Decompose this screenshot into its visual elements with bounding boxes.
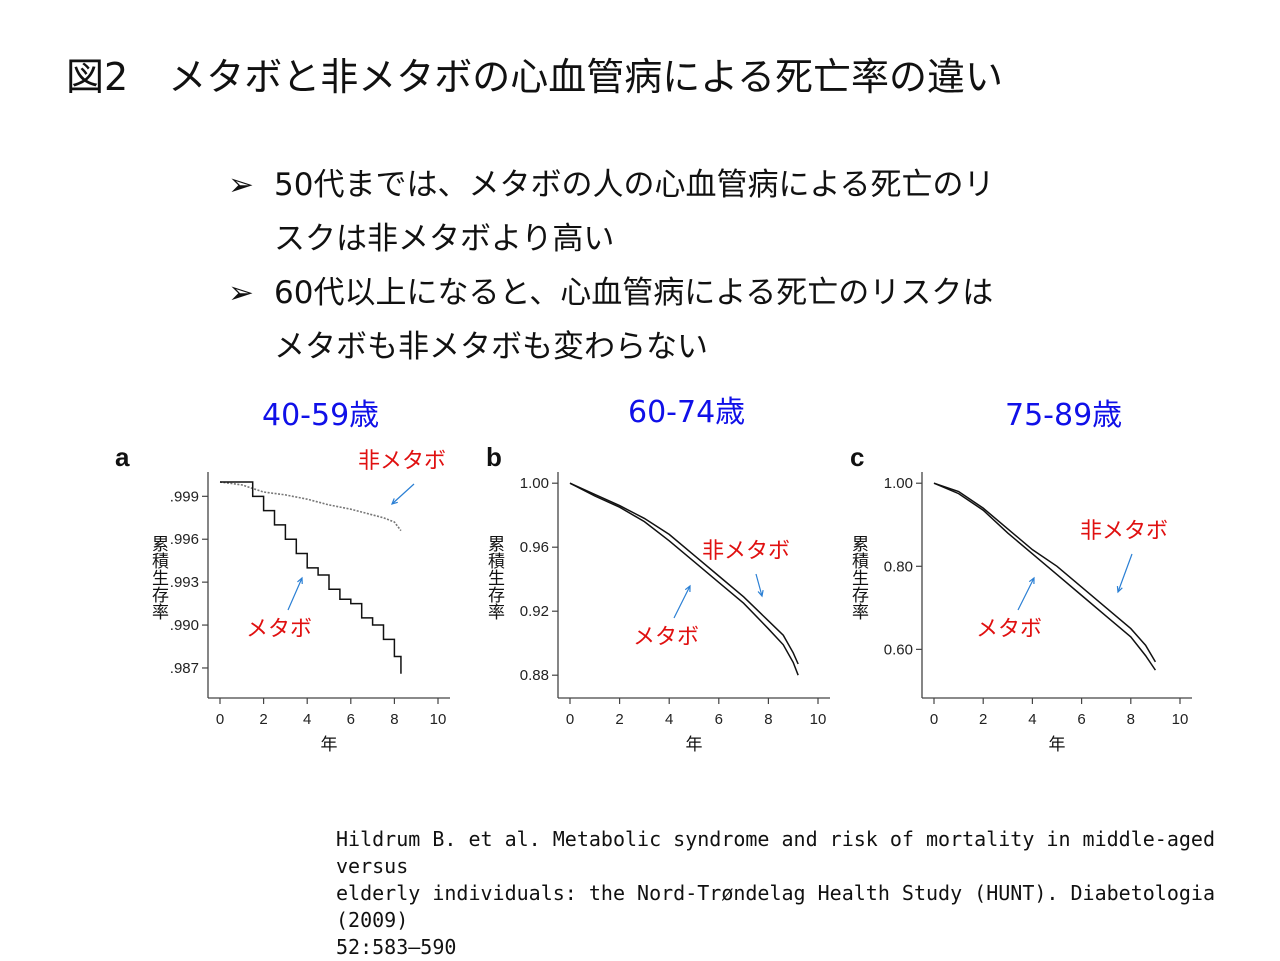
y-axis-label: 累積生存率	[848, 535, 869, 620]
bullet-item: ➢ 50代までは、メタボの人の心血管病による死亡のリ スクは非メタボより高い	[228, 158, 1128, 266]
y-tick-label: 0.60	[884, 641, 913, 658]
panel-letter: c	[850, 442, 864, 472]
x-tick-label: 0	[930, 711, 938, 728]
y-tick-label: .990	[170, 617, 199, 634]
y-tick-label: .987	[170, 660, 199, 677]
figure-number: 図2	[66, 55, 129, 99]
y-tick-label: 0.92	[520, 603, 549, 620]
panel-letter: a	[115, 442, 130, 472]
annotation-arrow	[1117, 553, 1133, 593]
x-tick-label: 2	[615, 711, 623, 728]
arrow-bullet-icon: ➢	[228, 275, 254, 311]
x-axis-label: 年	[321, 735, 338, 755]
x-tick-label: 0	[566, 711, 574, 728]
x-tick-label: 8	[764, 711, 772, 728]
slide-title: 図2 メタボと非メタボの心血管病による死亡率の違い	[66, 46, 1003, 101]
x-tick-label: 6	[715, 711, 723, 728]
x-axis-label: 年	[686, 735, 703, 755]
annotation-arrow	[755, 573, 763, 597]
bullet-item: ➢ 60代以上になると、心血管病による死亡のリスクは メタボも非メタボも変わらな…	[228, 266, 1128, 374]
reference-line: Hildrum B. et al. Metabolic syndrome and…	[336, 827, 1215, 878]
panel-letter: b	[486, 442, 502, 472]
series-line	[220, 481, 402, 674]
annotation-label: 非メタボ	[702, 539, 790, 564]
series-line	[933, 482, 1157, 671]
y-tick-label: .996	[170, 531, 199, 548]
title-text: メタボと非メタボの心血管病による死亡率の違い	[168, 55, 1004, 99]
annotation-arrow	[287, 577, 303, 611]
annotation-arrow	[1017, 577, 1035, 611]
x-tick-label: 10	[1172, 711, 1189, 728]
reference-citation: Hildrum B. et al. Metabolic syndrome and…	[336, 826, 1236, 961]
y-axis-label: 累積生存率	[148, 535, 169, 620]
age-group-label: 40-59歳	[262, 398, 380, 433]
annotation-arrow	[391, 483, 415, 505]
y-axis-label: 累積生存率	[484, 535, 505, 620]
reference-line: elderly individuals: the Nord-Trøndelag …	[336, 881, 1215, 932]
y-tick-label: .993	[170, 574, 199, 591]
bullet-line: スクは非メタボより高い	[274, 221, 615, 257]
annotation-label: 非メタボ	[1080, 519, 1168, 544]
chart-svg: a 0 2 4 6 8 10 .999 .996 .993 .990 .987 年 累積生存率 非メタボメタ…	[115, 442, 450, 755]
series-line	[933, 482, 1157, 663]
bullet-line: メタボも非メタボも変わらない	[274, 329, 708, 365]
y-tick-label: 1.00	[520, 475, 549, 492]
arrowhead-icon	[297, 576, 303, 585]
arrowhead-icon	[757, 589, 764, 598]
annotation-label: メタボ	[976, 617, 1042, 642]
chart-panel-a: a 0 2 4 6 8 10 .999 .996 .993 .990 .987 年 累積生存率 非メタボメタ…	[110, 440, 470, 764]
y-tick-label: .999	[170, 488, 199, 505]
x-tick-label: 8	[390, 711, 398, 728]
arrowhead-icon	[1028, 576, 1035, 585]
x-axis-label: 年	[1049, 735, 1066, 755]
bullet-line: 60代以上になると、心血管病による死亡のリスクは	[274, 275, 994, 311]
x-tick-label: 0	[216, 711, 224, 728]
series-line	[569, 482, 799, 676]
bullet-list: ➢ 50代までは、メタボの人の心血管病による死亡のリ スクは非メタボより高い ➢…	[228, 158, 1128, 374]
x-tick-label: 2	[979, 711, 987, 728]
x-tick-label: 4	[1028, 711, 1036, 728]
x-tick-label: 10	[810, 711, 827, 728]
reference-line: 52:583–590	[336, 935, 457, 959]
arrowhead-icon	[390, 498, 398, 505]
y-tick-label: 0.88	[520, 667, 549, 684]
chart-panel-c: c 0 2 4 6 8 10 1.00 0.80 0.60 年 累積生存率 非メタボメタボ	[842, 440, 1202, 764]
series-line	[569, 482, 799, 665]
y-tick-label: 0.80	[884, 558, 913, 575]
x-tick-label: 4	[665, 711, 673, 728]
age-group-label: 60-74歳	[628, 395, 746, 430]
annotation-label: 非メタボ	[358, 449, 446, 474]
annotation-label: メタボ	[633, 625, 699, 650]
x-tick-label: 2	[259, 711, 267, 728]
y-tick-label: 0.96	[520, 539, 549, 556]
series-line	[219, 481, 402, 532]
y-tick-label: 1.00	[884, 475, 913, 492]
arrowhead-icon	[1116, 585, 1123, 594]
arrowhead-icon	[684, 584, 691, 593]
x-tick-label: 4	[303, 711, 311, 728]
x-tick-label: 10	[430, 711, 447, 728]
x-tick-label: 8	[1127, 711, 1135, 728]
arrow-bullet-icon: ➢	[228, 167, 254, 203]
x-tick-label: 6	[1077, 711, 1085, 728]
x-tick-label: 6	[347, 711, 355, 728]
annotation-arrow	[673, 585, 691, 619]
age-group-label: 75-89歳	[1005, 398, 1123, 433]
chart-panel-b: b 0 2 4 6 8 10 1.00 0.96 0.92 0.88 年 累積生存率 非メタボメタボ	[478, 440, 838, 764]
annotation-label: メタボ	[246, 617, 312, 642]
bullet-line: 50代までは、メタボの人の心血管病による死亡のリ	[274, 167, 995, 203]
